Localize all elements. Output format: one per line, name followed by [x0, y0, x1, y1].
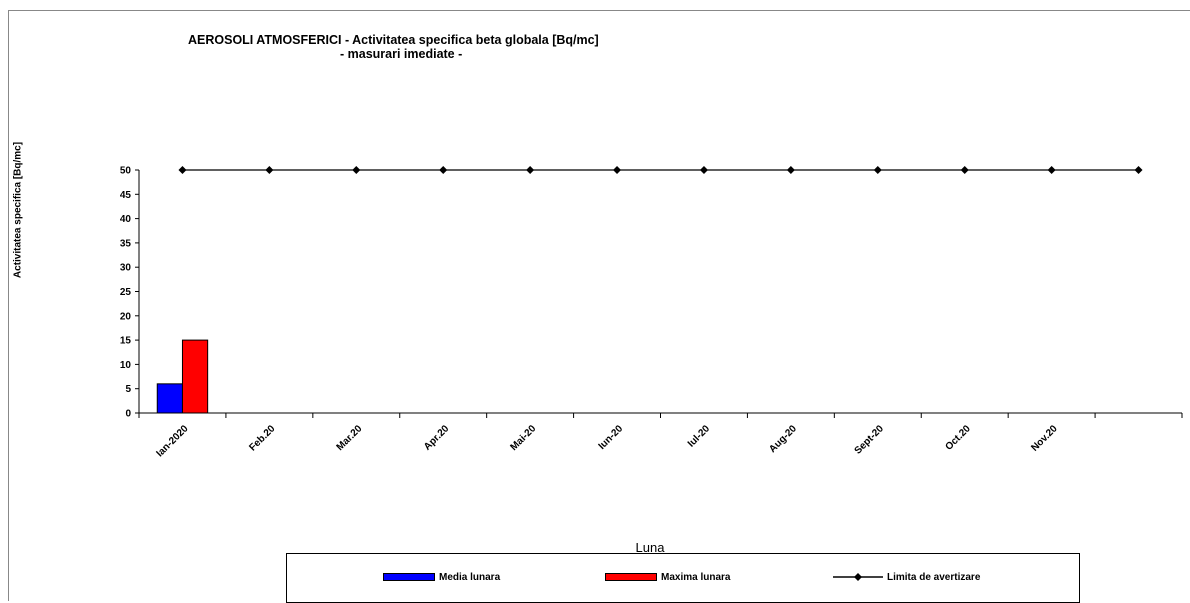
- point-limita: [439, 166, 448, 174]
- legend-item-limita: Limita de avertizare: [833, 572, 980, 583]
- y-tick-label: 20: [120, 311, 132, 322]
- legend-swatch-limita: [833, 572, 883, 582]
- y-tick-label: 40: [120, 214, 132, 225]
- y-tick-label: 5: [125, 384, 131, 395]
- point-limita: [352, 166, 361, 174]
- x-tick-label: Iul-20: [686, 423, 713, 450]
- x-tick-label: Mar.20: [335, 423, 365, 453]
- point-limita: [613, 166, 622, 174]
- y-tick-label: 25: [120, 287, 132, 298]
- legend-item-media: Media lunara: [383, 572, 500, 583]
- point-limita: [1134, 166, 1143, 174]
- point-limita: [1047, 166, 1056, 174]
- x-tick-label: Oct.20: [943, 423, 973, 453]
- point-limita: [526, 166, 535, 174]
- bar-maxima: [181, 339, 209, 414]
- legend: Media lunara Maxima lunara Limita de ave…: [286, 553, 1080, 603]
- legend-swatch-maxima: [605, 573, 657, 582]
- x-tick-label: Iun-20: [597, 423, 626, 452]
- y-tick-label: 10: [120, 360, 132, 371]
- chart-title: AEROSOLI ATMOSFERICI - Activitatea speci…: [188, 33, 599, 47]
- chart-frame: [8, 10, 1190, 601]
- y-tick-label: 35: [120, 238, 132, 249]
- x-tick-label: Apr.20: [422, 423, 452, 453]
- x-tick-label: Feb.20: [247, 423, 277, 453]
- point-limita: [178, 166, 187, 174]
- point-limita: [960, 166, 969, 174]
- x-tick-label: Sept-20: [853, 423, 887, 457]
- point-limita: [699, 166, 708, 174]
- point-limita: [265, 166, 274, 174]
- y-tick-label: 30: [120, 263, 132, 274]
- x-tick-label: Mai-20: [508, 423, 538, 453]
- legend-label-media: Media lunara: [439, 572, 501, 583]
- x-tick-label: Nov.20: [1029, 423, 1060, 454]
- x-axis-label: Luna: [635, 540, 665, 555]
- chart-subtitle: - masurari imediate -: [340, 47, 463, 61]
- legend-label-limita: Limita de avertizare: [887, 572, 981, 583]
- y-tick-label: 0: [125, 409, 131, 420]
- x-tick-label: Aug-20: [767, 423, 799, 455]
- legend-swatch-media: [383, 573, 435, 582]
- y-tick-label: 15: [120, 336, 132, 347]
- legend-label-maxima: Maxima lunara: [661, 572, 731, 583]
- y-tick-label: 45: [120, 190, 132, 201]
- point-limita: [873, 166, 882, 174]
- y-tick-label: 50: [120, 166, 132, 177]
- legend-item-maxima: Maxima lunara: [605, 572, 730, 583]
- point-limita: [786, 166, 795, 174]
- x-tick-label: Ian-2020: [154, 423, 190, 459]
- bar-media: [156, 383, 183, 414]
